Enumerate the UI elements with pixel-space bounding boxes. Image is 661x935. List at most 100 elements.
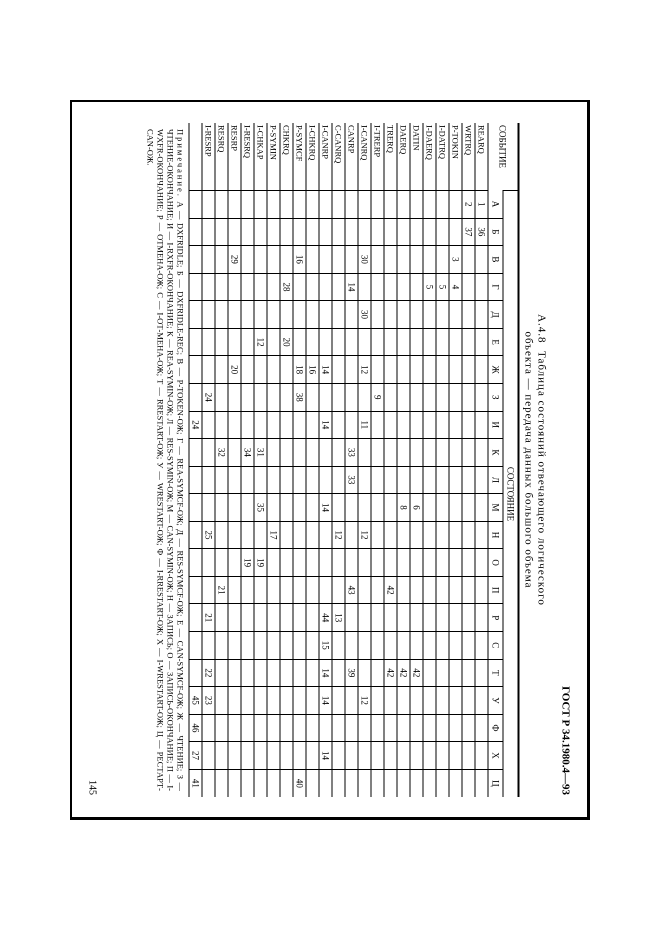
cell — [240, 576, 253, 604]
cell: 14 — [318, 686, 331, 714]
cell — [253, 659, 266, 687]
cell — [370, 576, 383, 604]
cell: 9 — [370, 383, 383, 411]
cell — [331, 438, 344, 466]
cell — [318, 328, 331, 356]
cell — [357, 438, 370, 466]
cell — [292, 300, 305, 328]
cell — [188, 521, 201, 549]
cell: 5 — [422, 273, 435, 301]
cell — [383, 548, 396, 576]
cell — [370, 548, 383, 576]
cell — [253, 769, 266, 797]
cell — [344, 190, 357, 218]
cell — [318, 273, 331, 301]
cell — [396, 686, 409, 714]
cell — [292, 328, 305, 356]
cell — [357, 769, 370, 797]
cell — [409, 548, 422, 576]
cell — [448, 466, 461, 494]
cell — [253, 741, 266, 769]
cell — [227, 741, 240, 769]
cell — [357, 631, 370, 659]
cell — [292, 741, 305, 769]
cell — [305, 603, 318, 631]
cell — [435, 411, 448, 439]
cell — [214, 741, 227, 769]
cell — [318, 218, 331, 246]
cell — [253, 273, 266, 301]
table-row: RESRP2920 — [227, 123, 240, 797]
cell — [240, 466, 253, 494]
cell: 31 — [253, 438, 266, 466]
cell — [253, 218, 266, 246]
cell: 24 — [201, 383, 214, 411]
cell — [240, 769, 253, 797]
cell — [422, 411, 435, 439]
cell: 20 — [227, 355, 240, 383]
cell — [188, 548, 201, 576]
cell — [292, 190, 305, 218]
cell — [383, 603, 396, 631]
cell — [409, 769, 422, 797]
event-cell: REARQ — [474, 123, 487, 191]
cell — [435, 493, 448, 521]
rotated-content: ГОСТ Р 34.1980.4—93 145 А.4.8 Таблица со… — [82, 115, 577, 805]
table-number: А.4.8 — [535, 314, 547, 343]
cell — [279, 659, 292, 687]
cell — [201, 493, 214, 521]
cell — [370, 218, 383, 246]
cell — [422, 328, 435, 356]
cell — [214, 686, 227, 714]
cell — [279, 493, 292, 521]
cell — [253, 411, 266, 439]
cell — [318, 714, 331, 742]
col-6: Е — [487, 328, 502, 356]
cell — [396, 190, 409, 218]
event-cell — [188, 123, 201, 191]
table-row: I-RESRQ3419 — [240, 123, 253, 797]
event-cell: WRTRQ — [461, 123, 474, 191]
cell — [448, 300, 461, 328]
cell — [357, 741, 370, 769]
cell — [279, 300, 292, 328]
cell — [344, 383, 357, 411]
col-21: Х — [487, 741, 502, 769]
cell: 20 — [279, 328, 292, 356]
cell — [188, 659, 201, 687]
cell — [409, 686, 422, 714]
cell — [266, 686, 279, 714]
cell — [240, 411, 253, 439]
cell — [266, 714, 279, 742]
cell — [331, 631, 344, 659]
col-14: О — [487, 548, 502, 576]
col-10: К — [487, 438, 502, 466]
cell: 14 — [318, 659, 331, 687]
cell — [396, 714, 409, 742]
cell — [331, 576, 344, 604]
cell: 22 — [201, 659, 214, 687]
cell — [396, 548, 409, 576]
cell — [201, 411, 214, 439]
cell — [292, 631, 305, 659]
cell — [240, 273, 253, 301]
cell — [409, 383, 422, 411]
cell — [383, 714, 396, 742]
cell: 12 — [357, 521, 370, 549]
cell — [318, 769, 331, 797]
cell — [279, 466, 292, 494]
cell — [266, 576, 279, 604]
cell: 42 — [383, 659, 396, 687]
cell — [305, 659, 318, 687]
cell — [435, 328, 448, 356]
cell — [461, 300, 474, 328]
cell — [292, 411, 305, 439]
cell: 3 — [448, 245, 461, 273]
cell: 34 — [240, 438, 253, 466]
cell — [370, 355, 383, 383]
cell — [214, 466, 227, 494]
cell — [214, 714, 227, 742]
cell — [357, 190, 370, 218]
event-cell: DATIN — [409, 123, 422, 191]
cell — [448, 218, 461, 246]
